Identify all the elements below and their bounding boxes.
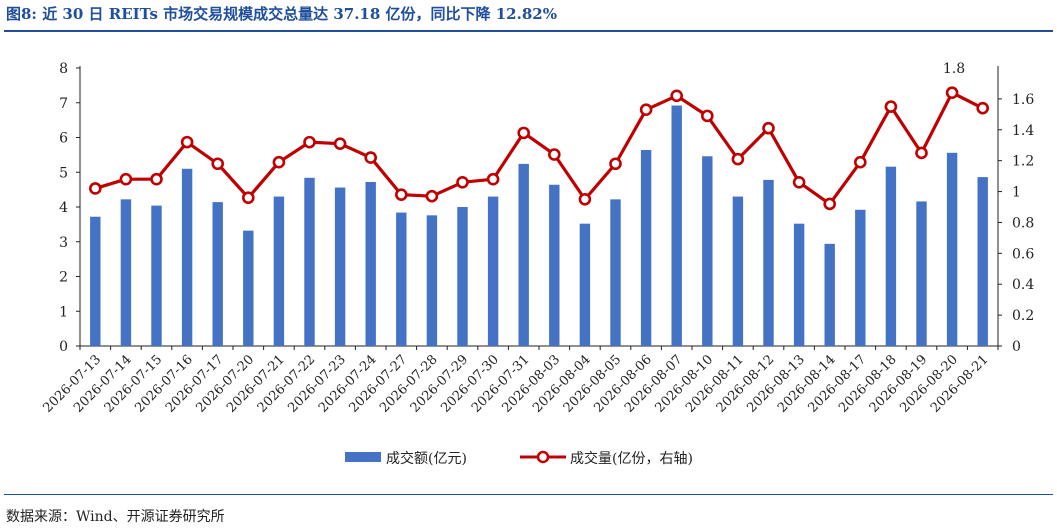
- right-tick-label: 0: [1012, 339, 1021, 355]
- line-point: [425, 189, 439, 203]
- bar: [90, 216, 101, 346]
- chart: 0 1 2 3 4 5 6 7 8 0 0.2 0.4 0.6 0.8 1 1.2 1.4 1.6 1.8 202…: [41, 61, 1035, 467]
- line-point: [670, 89, 684, 103]
- legend-line-label: 成交量(亿份，右轴): [570, 450, 693, 467]
- line-point: [180, 135, 194, 149]
- bar: [396, 212, 407, 346]
- left-tick-label: 4: [59, 200, 68, 216]
- bar: [824, 243, 835, 346]
- line-point: [517, 126, 531, 140]
- right-axis: 0 0.2 0.4 0.6 0.8 1 1.2 1.4 1.6 1.8: [943, 61, 1034, 355]
- bar-series: [90, 105, 988, 346]
- bar: [457, 207, 468, 346]
- line-point: [853, 155, 867, 169]
- left-tick-label: 3: [59, 235, 68, 251]
- left-tick-label: 6: [59, 131, 68, 147]
- bar: [977, 177, 988, 346]
- source-note: 数据来源：Wind、开源证券研究所: [6, 509, 225, 525]
- left-tick-label: 7: [59, 96, 68, 112]
- bar: [885, 166, 897, 346]
- bar: [518, 163, 529, 346]
- bar: [793, 223, 805, 346]
- right-tick-label: 0.4: [1012, 277, 1034, 293]
- bar: [855, 209, 866, 346]
- line-point: [333, 137, 347, 150]
- bar: [334, 187, 346, 346]
- bar: [426, 215, 438, 346]
- bar: [487, 196, 499, 346]
- right-axis-top-label: 1.8: [943, 61, 965, 77]
- line-path: [94, 91, 984, 206]
- bar: [702, 156, 713, 346]
- right-tick-label: 1: [1012, 185, 1021, 201]
- line-point: [823, 197, 837, 211]
- line-point: [119, 172, 133, 186]
- line-point: [915, 146, 928, 160]
- left-tick-label: 0: [59, 339, 68, 355]
- bar: [212, 202, 223, 346]
- line-point: [578, 192, 592, 206]
- line-point: [364, 151, 378, 164]
- right-tick-label: 1.2: [1012, 154, 1034, 170]
- footer-rule: [4, 494, 1053, 495]
- bar: [549, 184, 560, 346]
- left-tick-label: 2: [59, 270, 68, 286]
- line-point: [792, 175, 806, 189]
- right-tick-label: 0.6: [1012, 246, 1034, 262]
- left-tick-label: 5: [59, 165, 68, 181]
- bar: [304, 177, 315, 346]
- legend-bar-label: 成交额(亿元): [386, 450, 467, 467]
- line-point: [945, 86, 959, 100]
- line-point: [303, 135, 316, 149]
- bar: [946, 152, 958, 346]
- line-point: [272, 155, 286, 169]
- line-point: [639, 103, 653, 116]
- line-point: [150, 172, 163, 186]
- bar: [120, 199, 132, 346]
- bar: [181, 168, 193, 346]
- title-rule: [4, 30, 1053, 32]
- line-point: [242, 191, 255, 205]
- right-tick-label: 0.2: [1012, 308, 1034, 324]
- line-series: [89, 86, 990, 211]
- bar: [916, 201, 927, 346]
- right-tick-label: 1.4: [1012, 123, 1034, 139]
- chart-title: 图8: 近 30 日 REITs 市场交易规模成交总量达 37.18 亿份，同比…: [6, 5, 557, 23]
- bar: [732, 196, 744, 346]
- line-point: [547, 148, 561, 161]
- line-point: [976, 101, 990, 115]
- bar: [671, 105, 682, 346]
- line-point: [89, 182, 102, 195]
- bar: [151, 205, 162, 346]
- line-point: [700, 109, 714, 123]
- right-tick-label: 1.6: [1012, 92, 1034, 108]
- line-point: [486, 172, 500, 186]
- line-point: [394, 188, 408, 201]
- bar: [763, 179, 774, 346]
- line-point: [211, 157, 224, 171]
- left-tick-label: 1: [59, 304, 68, 320]
- line-point: [456, 175, 469, 189]
- bar: [610, 199, 621, 346]
- legend: 成交额(亿元) 成交量(亿份，右轴): [345, 450, 693, 467]
- right-tick-label: 0.8: [1012, 215, 1034, 231]
- bar: [243, 230, 254, 346]
- line-point: [731, 152, 745, 166]
- left-axis: 0 1 2 3 4 5 6 7 8: [59, 61, 81, 355]
- left-tick-label: 8: [59, 61, 68, 77]
- legend-line-marker: [536, 450, 550, 464]
- x-axis: 2026-07-132026-07-142026-07-152026-07-16…: [41, 345, 999, 416]
- line-point: [884, 100, 898, 113]
- legend-bar-swatch: [345, 452, 381, 462]
- line-point: [762, 121, 775, 135]
- bar: [579, 223, 591, 346]
- bar: [365, 181, 376, 346]
- bar: [640, 150, 652, 346]
- bar: [273, 196, 285, 346]
- line-point: [609, 157, 622, 171]
